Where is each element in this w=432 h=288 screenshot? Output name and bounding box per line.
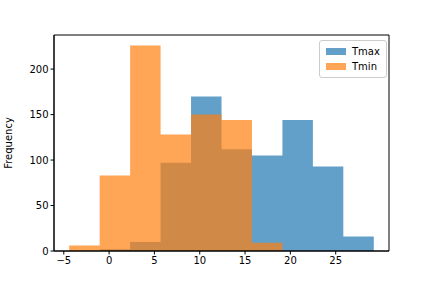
svg-text:−5: −5	[56, 255, 71, 266]
svg-text:25: 25	[329, 255, 342, 266]
svg-text:0: 0	[106, 255, 112, 266]
html-text:Tmin: Tmin	[352, 61, 377, 72]
svg-text:50: 50	[36, 200, 49, 211]
svg-text:Frequency: Frequency	[8, 117, 14, 169]
svg-text:0: 0	[42, 246, 48, 257]
svg-text:100: 100	[29, 155, 48, 166]
svg-text:20: 20	[284, 255, 297, 266]
svg-text:200: 200	[29, 64, 48, 75]
svg-text:10: 10	[193, 255, 206, 266]
svg-text:15: 15	[239, 255, 252, 266]
svg-text:150: 150	[29, 109, 48, 120]
svg-text:5: 5	[151, 255, 157, 266]
html-text:Tmax: Tmax	[352, 46, 380, 57]
